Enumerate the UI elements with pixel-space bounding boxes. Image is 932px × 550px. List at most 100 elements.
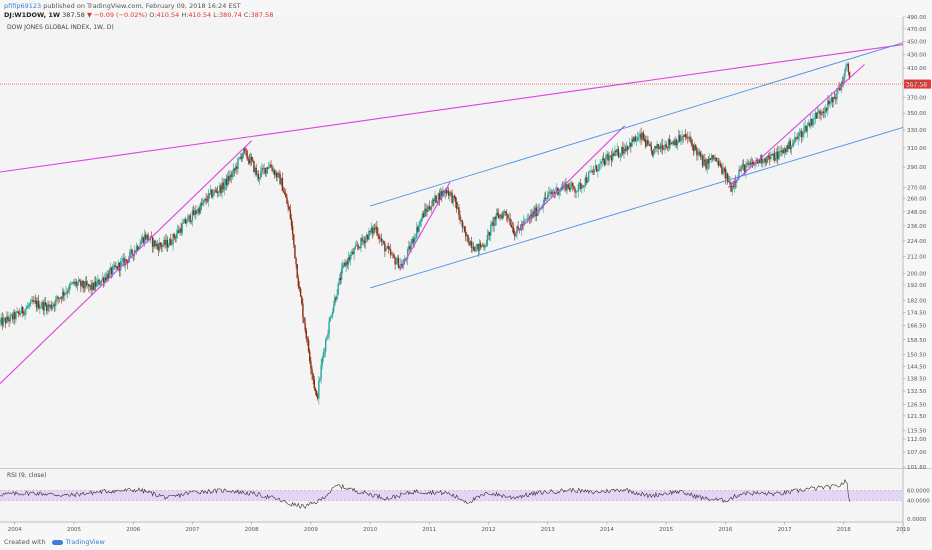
candle: [264, 167, 267, 177]
candle-body: [458, 207, 460, 216]
candle-body: [20, 307, 23, 314]
candle: [279, 171, 281, 185]
candle: [79, 278, 81, 282]
candle-body: [667, 139, 670, 148]
candle: [721, 164, 723, 175]
candle: [469, 240, 471, 246]
candle: [714, 154, 716, 162]
candle: [595, 164, 598, 173]
candle: [713, 154, 715, 161]
candle: [772, 150, 774, 161]
candle: [222, 178, 224, 193]
candle-body: [586, 181, 589, 183]
pink-trendline[interactable]: [514, 125, 626, 234]
candle: [673, 138, 675, 146]
price-tick-label: 370.00: [907, 95, 927, 101]
publisher-link[interactable]: pfifip69123: [4, 2, 42, 10]
candle-body: [771, 154, 773, 156]
rsi-line[interactable]: [0, 479, 851, 509]
pink-trendline[interactable]: [0, 140, 253, 384]
blue-trendline[interactable]: [369, 42, 904, 207]
candle-body: [716, 160, 719, 162]
candle-body: [50, 304, 52, 309]
time-axis[interactable]: 2004 2005 2006 2007 2008 2009 2010 2011 2012 2013…: [8, 522, 911, 533]
candle-body: [736, 180, 738, 183]
candle-body: [573, 186, 575, 190]
candle: [171, 239, 173, 247]
tradingview-brand[interactable]: TradingView: [65, 538, 105, 546]
pink-trendline[interactable]: [0, 44, 904, 173]
candle: [421, 210, 424, 223]
candle: [796, 132, 798, 141]
candle-body: [802, 134, 804, 137]
candle-body: [302, 303, 304, 318]
candle: [76, 281, 79, 292]
candle-body: [804, 125, 806, 129]
candle-body: [517, 226, 519, 229]
candle: [24, 308, 26, 320]
candle: [529, 209, 532, 224]
candle: [792, 139, 795, 148]
pink-trendline[interactable]: [399, 181, 451, 271]
candle: [417, 224, 419, 233]
candle-body: [696, 149, 698, 156]
candle: [4, 316, 7, 329]
price-tick-label: 126.50: [907, 402, 927, 408]
candle: [122, 253, 124, 265]
candle: [807, 119, 810, 127]
candle: [324, 337, 327, 358]
candle: [351, 249, 353, 257]
candle-body: [816, 111, 819, 119]
candle-body: [767, 155, 770, 157]
candle: [836, 88, 838, 105]
candle-body: [12, 312, 15, 320]
candle-body: [362, 240, 364, 242]
candle-body: [708, 158, 711, 164]
candle-body: [101, 277, 104, 281]
candle-body: [623, 148, 625, 154]
candle-body: [654, 146, 656, 149]
candle-body: [532, 211, 534, 218]
candle-body: [664, 144, 666, 150]
price-tick-label: 101.60: [907, 465, 927, 471]
candle: [783, 145, 786, 159]
candle-body: [511, 227, 514, 228]
candle: [643, 134, 646, 143]
candle-body: [215, 190, 218, 192]
candle-body: [204, 198, 206, 200]
candle-body: [28, 303, 31, 306]
candle: [197, 205, 199, 217]
candle: [310, 356, 312, 375]
blue-trendline[interactable]: [369, 127, 904, 289]
candle: [466, 232, 468, 242]
candle-body: [359, 246, 361, 249]
time-tick-label: 2012: [482, 527, 496, 533]
candle: [808, 121, 811, 128]
candle: [12, 309, 15, 325]
pink-trendline[interactable]: [727, 64, 865, 188]
candle-body: [354, 245, 356, 250]
candle: [265, 167, 268, 177]
price-axis[interactable]: 490.00 470.00 450.00 430.00 410.00 390.00 370.…: [903, 15, 927, 471]
candle-body: [299, 288, 302, 297]
time-tick-label: 2015: [659, 527, 673, 533]
candle-body: [836, 88, 838, 100]
candle-body: [808, 123, 811, 126]
candle: [603, 158, 606, 167]
candle-body: [31, 299, 33, 301]
candle-body: [182, 222, 185, 224]
candle-body: [340, 268, 343, 281]
candle: [252, 157, 254, 163]
candle-body: [60, 297, 63, 299]
candle: [134, 249, 137, 252]
candle-body: [553, 192, 556, 193]
candle: [71, 281, 73, 286]
candle: [655, 146, 657, 153]
candle-body: [536, 210, 539, 216]
symbol-label[interactable]: DJ:W1DOW, 1W: [4, 11, 61, 19]
candle-body: [838, 88, 840, 90]
candle-body: [508, 218, 510, 220]
candle-body: [270, 164, 272, 168]
candle-body: [192, 210, 195, 216]
